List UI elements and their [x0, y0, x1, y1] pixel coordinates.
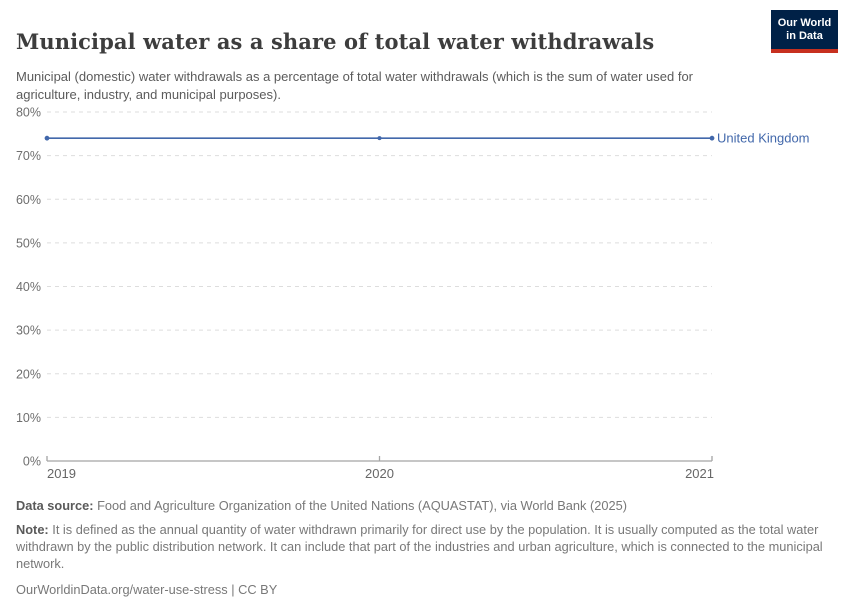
note-label: Note: — [16, 522, 49, 537]
license-label: CC BY — [238, 582, 278, 597]
note-text: It is defined as the annual quantity of … — [16, 522, 823, 571]
data-point — [709, 135, 715, 141]
x-tick-label: 2020 — [365, 466, 394, 481]
byline: OurWorldinData.org/water-use-stress | CC… — [16, 581, 836, 598]
y-tick-label: 10% — [16, 411, 41, 425]
data-source-text: Food and Agriculture Organization of the… — [93, 498, 627, 513]
owid-logo: Our World in Data — [771, 10, 838, 53]
data-point — [44, 135, 50, 141]
x-tick-label: 2021 — [685, 466, 714, 481]
chart-footer: Data source: Food and Agriculture Organi… — [16, 497, 836, 598]
owid-logo-line2: in Data — [786, 29, 823, 42]
x-tick-label: 2019 — [47, 466, 76, 481]
y-tick-label: 70% — [16, 149, 41, 163]
y-tick-label: 40% — [16, 280, 41, 294]
data-source-line: Data source: Food and Agriculture Organi… — [16, 497, 836, 514]
chart-url: OurWorldinData.org/water-use-stress — [16, 582, 228, 597]
y-tick-label: 60% — [16, 193, 41, 207]
y-tick-label: 20% — [16, 367, 41, 381]
data-point — [377, 136, 382, 141]
y-tick-label: 80% — [16, 106, 41, 120]
series-label: United Kingdom — [717, 131, 810, 146]
page-title: Municipal water as a share of total wate… — [16, 29, 655, 55]
byline-separator: | — [227, 582, 239, 597]
chart-subtitle: Municipal (domestic) water withdrawals a… — [16, 69, 694, 102]
y-tick-label: 0% — [23, 455, 41, 469]
owid-logo-line1: Our World — [777, 16, 832, 29]
y-tick-label: 50% — [16, 236, 41, 250]
note-line: Note: It is defined as the annual quanti… — [16, 521, 836, 572]
y-tick-label: 30% — [16, 324, 41, 338]
data-source-label: Data source: — [16, 498, 94, 513]
